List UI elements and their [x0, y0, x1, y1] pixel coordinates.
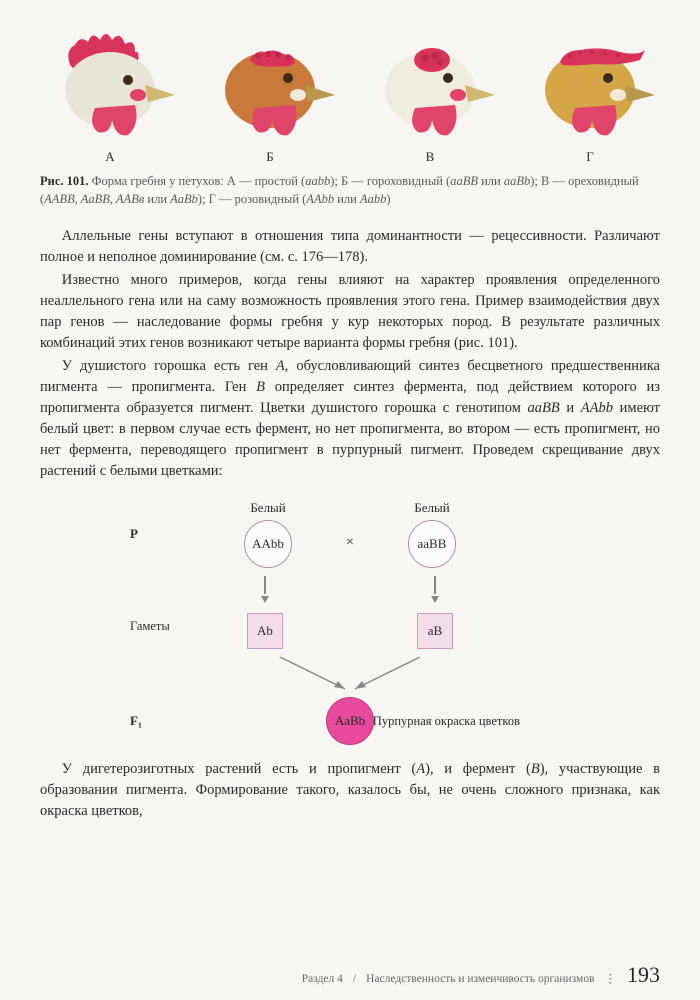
- rooster-c-label: В: [426, 149, 435, 165]
- wattle: [572, 105, 616, 135]
- arrow-row-1: [160, 576, 540, 605]
- earlobe: [290, 89, 306, 101]
- rooster-c: В: [360, 20, 500, 165]
- f1-label: F₁: [130, 713, 142, 729]
- caption-prefix: Рис. 101.: [40, 174, 89, 188]
- rooster-b: Б: [200, 20, 340, 165]
- white-label-1: Белый: [250, 500, 285, 516]
- beak: [625, 85, 655, 102]
- wattle: [252, 105, 296, 135]
- parent-2: Белый aaBB: [372, 500, 492, 568]
- eye: [283, 73, 293, 83]
- eye: [603, 73, 613, 83]
- rooster-d: Г: [520, 20, 660, 165]
- comb-rose: [560, 48, 645, 65]
- figure-101: А Б В: [40, 20, 660, 165]
- arrow-down-icon: [431, 596, 439, 603]
- parent1-circle: AAbb: [244, 520, 292, 568]
- beak: [145, 85, 175, 102]
- body-text-2: У дигетерозиготных растений есть и пропи…: [40, 759, 660, 822]
- parent-1: Белый AAbb: [208, 500, 328, 568]
- gamete1-square: Ab: [247, 613, 283, 649]
- eye: [123, 75, 133, 85]
- paragraph-1: Аллельные гены вступают в отношения типа…: [40, 226, 660, 268]
- gametes-label: Гаметы: [130, 619, 170, 634]
- beak: [465, 85, 495, 102]
- p-label: P: [130, 526, 138, 542]
- earlobe: [130, 89, 146, 101]
- paragraph-3: У душистого горошка есть ген A, обусловл…: [40, 356, 660, 482]
- parent-row: P Белый AAbb × Белый aaBB: [160, 500, 540, 568]
- figure-caption: Рис. 101. Форма гребня у петухов: А — пр…: [40, 173, 660, 208]
- parent2-circle: aaBB: [408, 520, 456, 568]
- wattle: [412, 105, 456, 135]
- body-text: Аллельные гены вступают в отношения типа…: [40, 226, 660, 482]
- f1-row: F₁ AaBb Пурпурная окраска цветков: [160, 697, 540, 745]
- comb-walnut: [414, 48, 450, 72]
- eye: [443, 73, 453, 83]
- cross-diagram: P Белый AAbb × Белый aaBB Гаметы Ab aB F…: [160, 500, 540, 745]
- paragraph-2: Известно много примеров, когда гены влия…: [40, 270, 660, 354]
- page-footer: Раздел 4 / Наследственность и изменчивос…: [302, 962, 660, 988]
- paragraph-4: У дигетерозиготных растений есть и пропи…: [40, 759, 660, 822]
- footer-title: Наследственность и изменчивость организм…: [366, 973, 594, 985]
- wattle: [92, 105, 136, 135]
- rooster-a-label: А: [105, 149, 114, 165]
- rooster-d-label: Г: [586, 149, 594, 165]
- earlobe: [450, 89, 466, 101]
- cross-symbol: ×: [346, 535, 354, 551]
- rooster-a: А: [40, 20, 180, 165]
- gametes-row: Гаметы Ab aB: [160, 613, 540, 649]
- converge-arrows: [230, 657, 470, 697]
- gamete2-square: aB: [417, 613, 453, 649]
- footer-section: Раздел 4: [302, 973, 343, 985]
- rooster-b-label: Б: [266, 149, 273, 165]
- earlobe: [610, 89, 626, 101]
- white-label-2: Белый: [414, 500, 449, 516]
- arrow-down-icon: [261, 596, 269, 603]
- beak: [305, 85, 335, 102]
- page-number: 193: [627, 962, 660, 988]
- result-label: Пурпурная окраска цветков: [373, 714, 520, 729]
- f1-circle: AaBb: [326, 697, 374, 745]
